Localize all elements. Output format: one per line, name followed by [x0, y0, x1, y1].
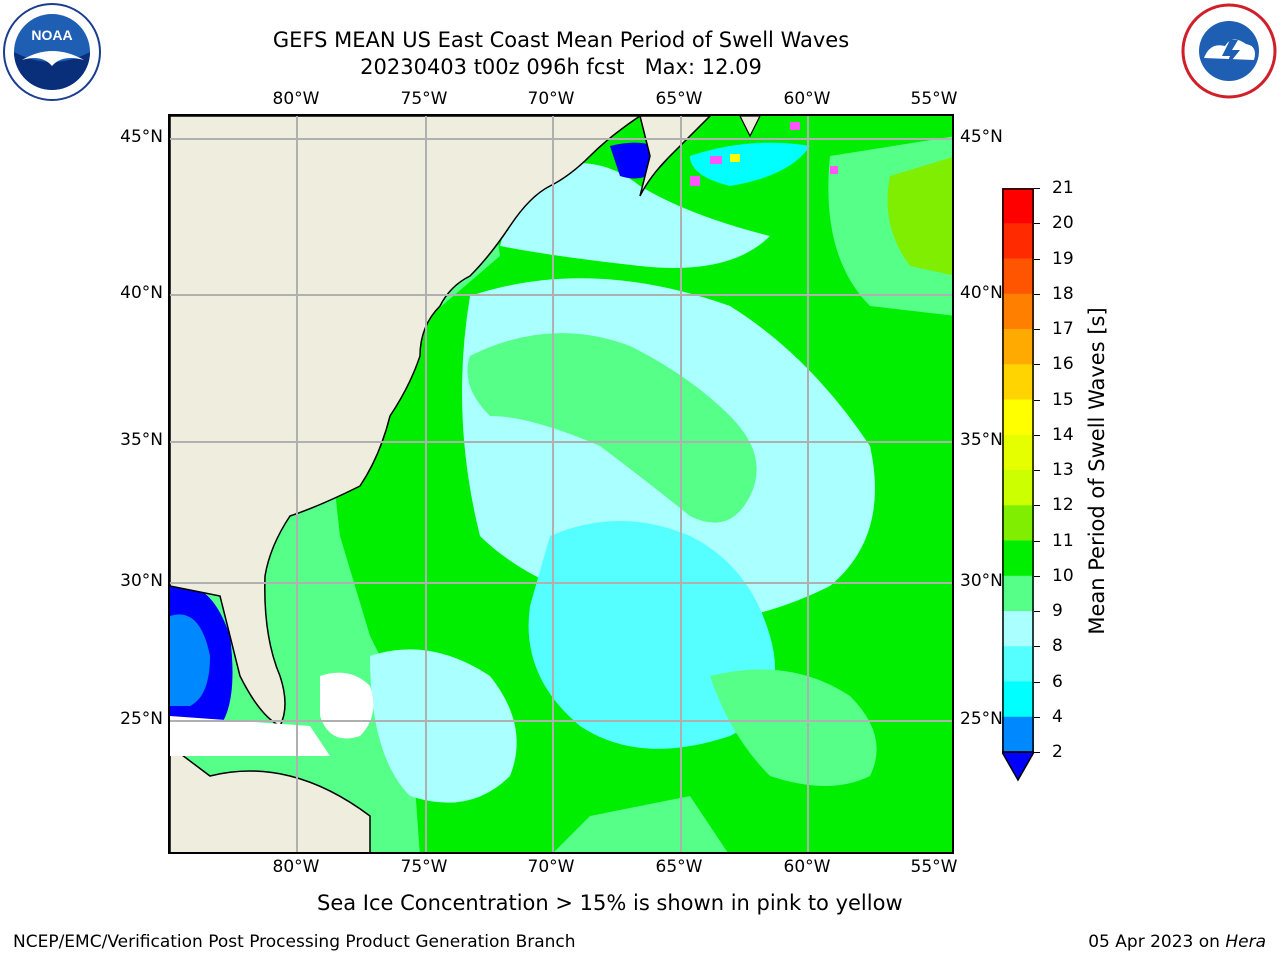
colorbar-tick-label: 9: [1052, 601, 1063, 621]
colorbar-tick-label: 18: [1052, 283, 1074, 304]
colorbar-tick-label: 21: [1052, 178, 1074, 198]
colorbar-tick-mark: [1034, 399, 1040, 401]
colorbar-swatch: [1002, 223, 1034, 259]
colorbar-tick-label: 14: [1052, 424, 1074, 445]
colorbar-tick-label: 20: [1052, 213, 1074, 234]
colorbar-swatch: [1002, 505, 1034, 541]
colorbar-tick-mark: [1034, 752, 1040, 753]
colorbar-tick-label: 8: [1052, 636, 1063, 657]
colorbar-swatch: [1002, 611, 1034, 647]
colorbar-swatch: [1002, 540, 1034, 577]
sea-ice: [690, 122, 838, 186]
colorbar-tick-label: 10: [1052, 565, 1074, 586]
colorbar-tick-label: 17: [1052, 319, 1074, 339]
colorbar-swatch: [1002, 258, 1034, 295]
colorbar-tick-mark: [1034, 540, 1040, 542]
map-canvas: [170, 116, 952, 852]
colorbar-swatch: [1002, 575, 1034, 612]
footer-right: 05 Apr 2023 on Hera: [1088, 932, 1266, 952]
colorbar-tick-mark: [1034, 434, 1040, 436]
colorbar-tick-mark: [1034, 188, 1040, 189]
colorbar-tick-label: 11: [1052, 530, 1074, 551]
colorbar-tick-mark: [1034, 575, 1040, 577]
footer-date: 05 Apr 2023 on: [1088, 932, 1226, 952]
map-grid: [170, 116, 952, 852]
lon-label-top: 70°W: [527, 89, 575, 109]
colorbar-tick-mark: [1034, 681, 1040, 683]
colorbar-tick-mark: [1034, 329, 1040, 330]
colorbar-tick-mark: [1034, 293, 1040, 295]
colorbar-tick-label: 12: [1052, 495, 1074, 516]
lat-label-left: 45°N: [120, 127, 163, 147]
colorbar-swatch: [1002, 329, 1034, 365]
footer-left: NCEP/EMC/Verification Post Processing Pr…: [13, 932, 576, 952]
lon-label-bottom: 55°W: [910, 857, 958, 877]
noaa-logo-text: NOAA: [31, 27, 72, 43]
lon-label-bottom: 80°W: [272, 857, 320, 877]
colorbar-swatch: [1002, 646, 1034, 682]
colorbar-tick-label: 13: [1052, 460, 1074, 480]
colorbar-tick-label: 4: [1052, 706, 1063, 727]
colorbar-swatch: [1002, 434, 1034, 471]
lat-label-left: 30°N: [120, 571, 163, 591]
colorbar-swatch: [1002, 293, 1034, 330]
colorbar-swatch: [1002, 188, 1034, 224]
lon-label-top: 60°W: [783, 89, 831, 109]
chart-title-line2: 20230403 t00z 096h fcst Max: 12.09: [360, 55, 762, 79]
lat-label-left: 35°N: [120, 430, 163, 450]
colorbar-swatch: [1002, 716, 1034, 753]
chart-title-line1: GEFS MEAN US East Coast Mean Period of S…: [272, 28, 850, 52]
colorbar-axis-label: Mean Period of Swell Waves [s]: [1085, 307, 1109, 635]
colorbar-tick-mark: [1034, 611, 1040, 612]
lon-label-top: 80°W: [272, 89, 320, 109]
lon-label-bottom: 60°W: [783, 857, 831, 877]
colorbar-tick-mark: [1034, 505, 1040, 507]
lon-label-top: 65°W: [655, 89, 703, 109]
lat-label-right: 45°N: [960, 127, 1003, 147]
colorbar-swatch: [1002, 470, 1034, 506]
colorbar-tick-label: 16: [1052, 354, 1074, 375]
lat-label-left: 25°N: [120, 709, 163, 729]
footer-machine: Hera: [1225, 932, 1266, 952]
colorbar-tick-mark: [1034, 364, 1040, 366]
lat-label-right: 35°N: [960, 430, 1003, 450]
colorbar-tick-label: 2: [1052, 742, 1063, 762]
colorbar-swatch: [1002, 364, 1034, 400]
colorbar-tick-label: 19: [1052, 248, 1074, 269]
sea-ice-note: Sea Ice Concentration > 15% is shown in …: [317, 891, 903, 915]
colorbar-swatches: [1000, 188, 1036, 782]
colorbar-tick-label: 15: [1052, 389, 1074, 410]
lat-label-right: 30°N: [960, 571, 1003, 591]
lon-label-top: 75°W: [400, 89, 448, 109]
lon-label-top: 55°W: [910, 89, 958, 109]
map-panel: [168, 114, 954, 854]
colorbar: [1000, 188, 1036, 784]
land: [170, 116, 761, 852]
colorbar-tick-mark: [1034, 646, 1040, 648]
colorbar-tick-mark: [1034, 470, 1040, 471]
lon-label-bottom: 75°W: [400, 857, 448, 877]
colorbar-border: [1002, 188, 1034, 753]
nws-logo: [1180, 2, 1278, 100]
colorbar-swatch: [1002, 681, 1034, 718]
lat-label-right: 40°N: [960, 283, 1003, 303]
lon-label-bottom: 70°W: [527, 857, 575, 877]
colorbar-extend-triangle: [1000, 751, 1036, 782]
lon-label-bottom: 65°W: [655, 857, 703, 877]
noaa-logo: NOAA: [2, 2, 102, 102]
colorbar-tick-label: 6: [1052, 671, 1063, 692]
colorbar-tick-mark: [1034, 716, 1040, 718]
colorbar-tick-mark: [1034, 258, 1040, 260]
colorbar-tick-mark: [1034, 223, 1040, 225]
lat-label-right: 25°N: [960, 709, 1003, 729]
colorbar-swatch: [1002, 399, 1034, 436]
lat-label-left: 40°N: [120, 283, 163, 303]
